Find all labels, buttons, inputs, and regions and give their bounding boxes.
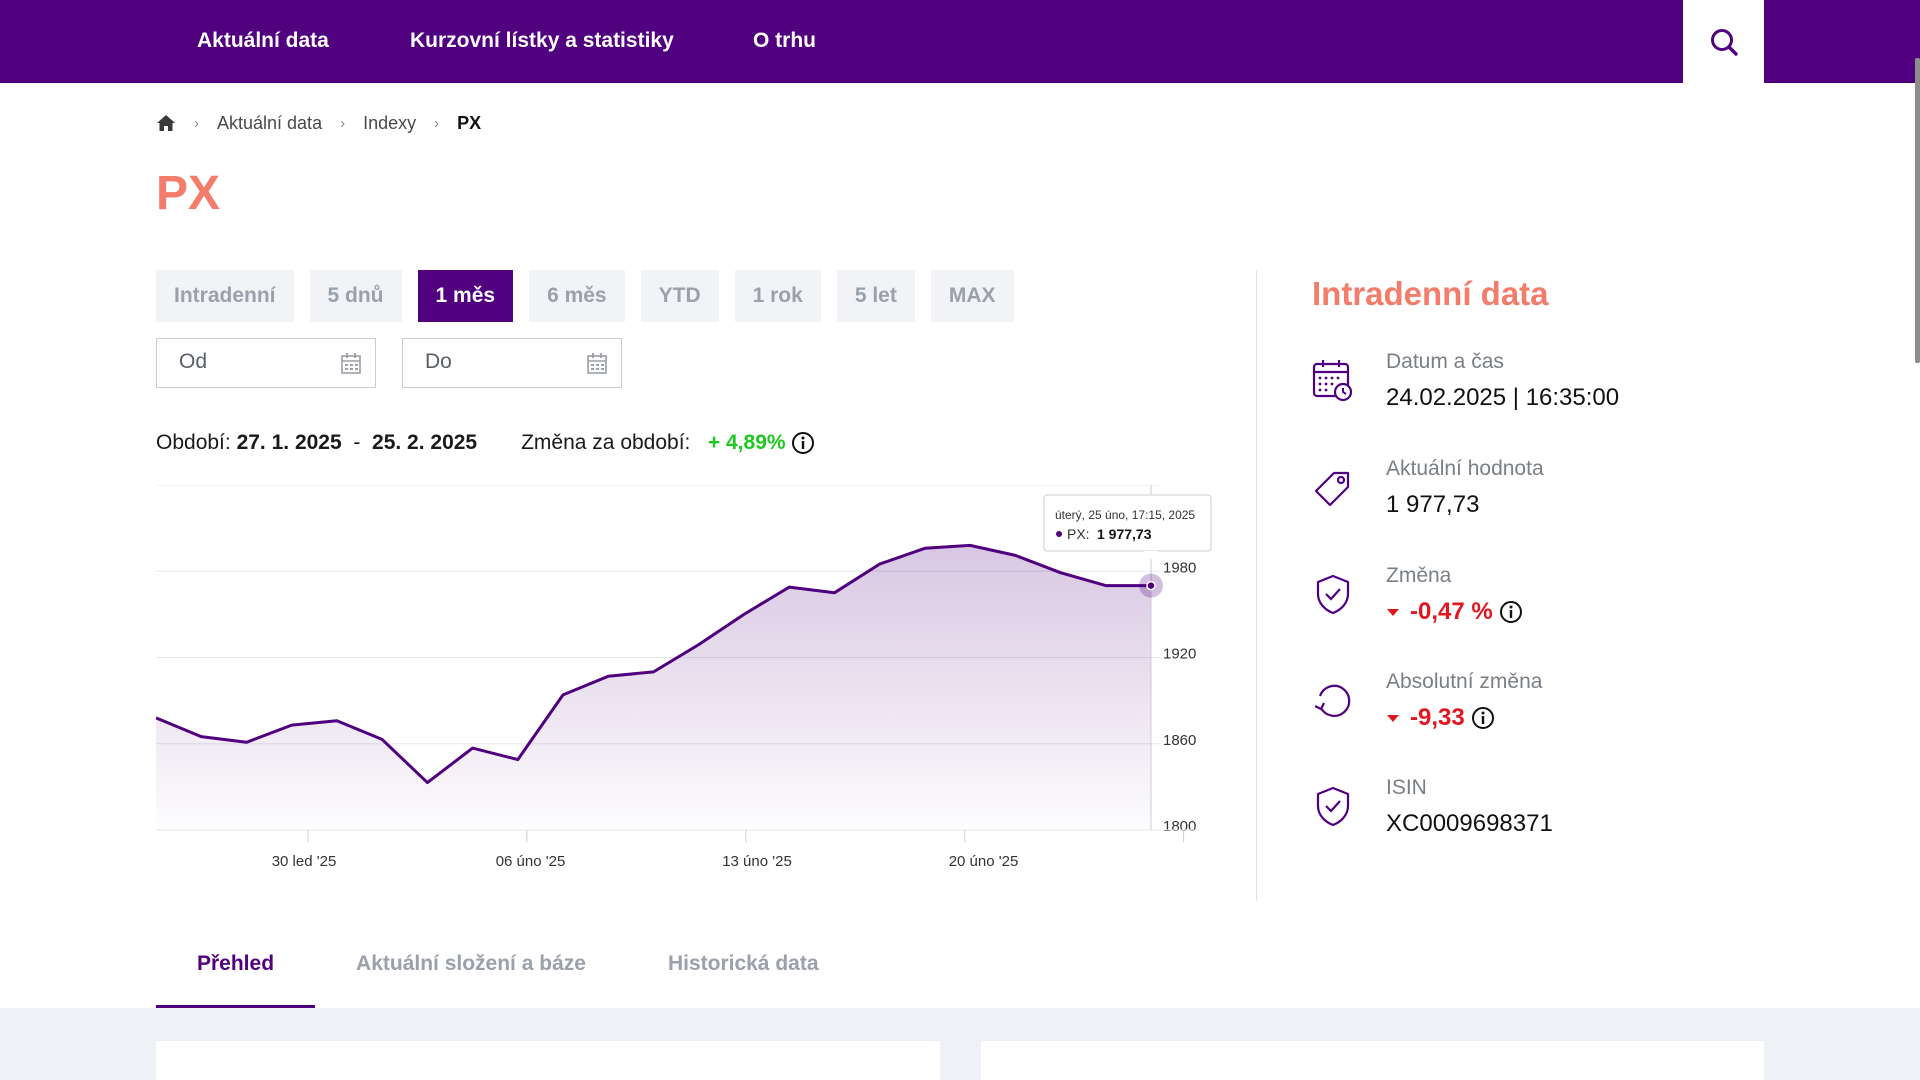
info-icon[interactable] [791,431,815,455]
range-button-max[interactable]: MAX [930,270,1014,322]
nav-item-o-trhu[interactable]: O trhu [753,29,816,52]
range-button-1-mes[interactable]: 1 měs [417,270,514,322]
nav-item-aktualni-data[interactable]: Aktuální data [197,29,329,52]
tooltip-box [1043,494,1212,552]
chevron-right-icon: › [340,114,346,132]
shield-check-icon [1316,786,1350,827]
range-button-intradenni[interactable]: Intradenní [156,270,294,322]
chevron-right-icon: › [194,114,199,132]
content-tabs: Přehled Aktuální složení a báze Historic… [156,938,860,1008]
caret-down-icon [1387,609,1399,616]
x-tick-label: 13 úno '25 [722,853,792,870]
tooltip-series-dot [1056,531,1062,537]
breadcrumb-current: PX [457,112,482,133]
refresh-icon [1314,684,1351,717]
x-tick-label: 20 úno '25 [949,853,1019,870]
date-to-field [402,338,622,388]
tooltip-value: 1 977,73 [1097,526,1152,542]
info-label-zmena: Změna [1386,564,1452,587]
y-tick-label: 1920 [1163,646,1196,663]
info-icon[interactable] [1471,706,1495,730]
index-chart[interactable]: 1800 1860 1920 1980 30 led '25 06 úno '25 13 ú… [156,485,1216,875]
period-from: 27. 1. 2025 [236,431,342,454]
info-row-zmena: Změna -0,47 % [1312,564,1523,626]
calendar-clock-icon [1312,360,1353,402]
y-tick-label: 1800 [1163,818,1196,835]
shield-check-icon [1316,574,1350,615]
home-icon[interactable] [156,114,176,132]
caret-down-icon [1387,715,1399,722]
range-button-1-rok[interactable]: 1 rok [734,270,821,322]
info-label-absolutni-zmena: Absolutní změna [1386,670,1543,693]
content-card-right [981,1041,1764,1080]
period-label: Období: [156,431,231,454]
tooltip-arrow [1144,551,1158,559]
search-icon [1710,28,1738,56]
x-tick-label: 06 úno '25 [496,853,566,870]
tab-prehled[interactable]: Přehled [156,938,316,1008]
intraday-title: Intradenní data [1312,275,1549,312]
content-card-left [156,1041,940,1080]
range-button-5-let[interactable]: 5 let [836,270,915,322]
series-area [156,545,1151,830]
tooltip-series-label: PX: [1067,526,1090,542]
y-tick-label: 1860 [1163,732,1196,749]
info-value-zmena: -0,47 % [1410,598,1493,625]
range-button-5-dnu[interactable]: 5 dnů [309,270,402,322]
info-value-isin: XC0009698371 [1386,810,1553,837]
info-value-aktualni-hodnota: 1 977,73 [1386,491,1480,518]
date-to-input[interactable] [425,339,585,385]
search-button[interactable] [1683,0,1764,83]
tab-historicka-data[interactable]: Historická data [667,952,819,975]
info-row-datum: Datum a čas 24.02.2025 | 16:35:00 [1312,350,1619,412]
info-value-zmena-wrap: -0,47 % [1386,598,1493,626]
hover-point [1146,580,1156,591]
tooltip-date: úterý, 25 úno, 17:15, 2025 [1055,508,1195,522]
period-dash: - [353,431,361,454]
y-tick-label: 1980 [1163,559,1196,576]
page-scrollbar[interactable] [1915,58,1920,363]
range-button-ytd[interactable]: YTD [640,270,719,322]
top-navigation-bar: Aktuální data Kurzovní lístky a statisti… [0,0,1920,83]
breadcrumb-item-indexy[interactable]: Indexy [363,112,417,133]
info-label-isin: ISIN [1386,776,1427,799]
info-row-absolutni-zmena: Absolutní změna -9,33 [1312,670,1542,732]
range-button-6-mes[interactable]: 6 měs [529,270,625,322]
range-selector: Intradenní 5 dnů 1 měs 6 měs YTD 1 rok 5… [156,270,1014,322]
info-row-isin: ISIN XC0009698371 [1312,776,1553,838]
info-row-aktualni-hodnota: Aktuální hodnota 1 977,73 [1312,457,1544,519]
nav-item-kurzovni-listky[interactable]: Kurzovní lístky a statistiky [410,29,674,52]
info-label-datum: Datum a čas [1386,350,1504,373]
column-divider [1256,270,1257,901]
info-label-aktualni-hodnota: Aktuální hodnota [1386,457,1544,480]
info-value-absolutni-zmena-wrap: -9,33 [1386,704,1465,732]
breadcrumb-item-aktualni-data[interactable]: Aktuální data [217,112,323,133]
period-change-label: Změna za období: [521,431,691,454]
date-from-field [156,338,376,388]
period-change-value: + 4,89% [707,431,786,454]
calendar-icon[interactable] [587,352,607,374]
date-from-input[interactable] [179,339,339,385]
tab-aktualni-slozeni[interactable]: Aktuální složení a báze [356,952,586,975]
info-value-datum: 24.02.2025 | 16:35:00 [1386,384,1620,411]
x-tick-label: 30 led '25 [272,853,337,870]
period-to: 25. 2. 2025 [372,431,478,454]
chevron-right-icon: › [434,114,440,132]
period-summary: Období: 27. 1. 2025 - 25. 2. 2025 Změna … [156,431,815,455]
page-title: PX [156,167,221,220]
breadcrumb: › Aktuální data › Indexy › PX [156,110,481,136]
price-tag-icon [1314,471,1350,507]
calendar-icon[interactable] [341,352,361,374]
series-line [156,543,1151,785]
info-icon[interactable] [1499,600,1523,624]
info-value-absolutni-zmena: -9,33 [1410,704,1465,731]
